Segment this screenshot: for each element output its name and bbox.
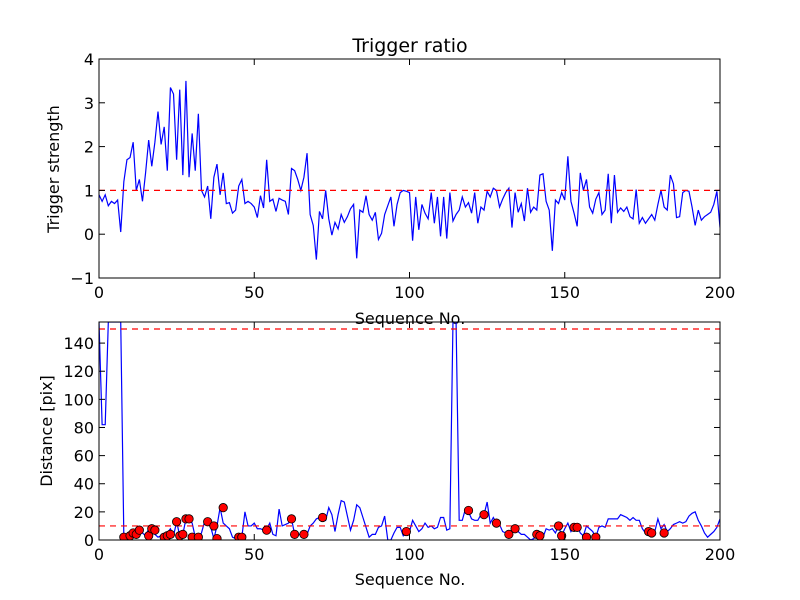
x-tick-label: 100 <box>394 545 425 564</box>
plot-area <box>99 322 720 540</box>
y-tick-label: 0 <box>84 531 94 550</box>
data-point-marker <box>178 529 188 539</box>
data-point-marker <box>581 532 592 540</box>
x-tick-label: 200 <box>705 545 736 564</box>
data-point-marker <box>150 525 160 535</box>
y-tick-label: 2 <box>84 138 94 157</box>
data-point-marker <box>463 505 474 516</box>
y-tick-label: 100 <box>63 390 94 409</box>
y-axis-label: Trigger strength <box>44 105 63 234</box>
data-point-marker <box>572 522 582 532</box>
y-tick-label: 3 <box>84 94 94 113</box>
x-tick-label: 0 <box>94 545 104 564</box>
y-tick-label: 20 <box>74 503 94 522</box>
data-point-marker <box>262 525 272 535</box>
data-point-marker <box>659 528 669 538</box>
data-point-marker <box>290 529 300 539</box>
data-point-marker <box>317 512 328 523</box>
x-tick-label: 50 <box>244 283 264 302</box>
data-point-marker <box>218 503 228 513</box>
x-tick-label: 100 <box>394 283 425 302</box>
data-point-marker <box>193 532 203 540</box>
trigger-strength-line <box>99 80 720 260</box>
data-point-marker <box>491 518 502 528</box>
data-point-marker <box>479 510 489 520</box>
x-axis-label: Sequence No. <box>355 309 466 328</box>
x-axis-label: Sequence No. <box>355 570 466 589</box>
x-tick-label: 150 <box>549 545 580 564</box>
y-tick-label: 0 <box>84 225 94 244</box>
data-point-marker <box>134 525 144 535</box>
distance-plot: Sequence No. Distance [pix] 0 50 100 150 200… <box>37 321 736 589</box>
y-tick-label: −1 <box>70 269 94 288</box>
data-point-marker <box>165 529 176 539</box>
data-point-marker <box>237 532 247 540</box>
y-tick-label: 1 <box>84 181 94 200</box>
data-point-marker <box>647 528 657 538</box>
data-point-marker <box>209 521 219 531</box>
data-point-marker <box>184 514 194 524</box>
data-point-marker <box>299 529 309 539</box>
y-tick-label: 80 <box>74 418 94 437</box>
chart-title: Trigger ratio <box>351 35 467 57</box>
data-point-marker <box>553 521 564 531</box>
data-point-marker <box>510 524 520 534</box>
y-tick-label: 60 <box>74 447 94 466</box>
y-tick-label: 120 <box>63 362 94 381</box>
plot-area <box>99 80 720 260</box>
x-tick-label: 50 <box>244 545 264 564</box>
data-point-marker <box>504 529 514 539</box>
data-point-marker <box>212 533 222 540</box>
y-tick-label: 40 <box>74 475 94 494</box>
data-point-marker <box>591 532 601 540</box>
data-point-marker <box>401 526 411 537</box>
x-tick-label: 0 <box>94 283 104 302</box>
data-point-marker <box>286 514 297 524</box>
trigger-ratio-plot: Trigger ratio Sequence No. Trigger stren… <box>44 35 736 328</box>
y-tick-label: 4 <box>84 50 94 69</box>
x-tick-label: 200 <box>705 283 736 302</box>
y-tick-label: 140 <box>63 334 94 353</box>
data-point-marker <box>535 531 545 540</box>
data-point-marker <box>172 517 182 527</box>
data-point-marker <box>203 517 213 527</box>
x-tick-label: 150 <box>549 283 580 302</box>
y-axis-label: Distance [pix] <box>37 375 56 487</box>
